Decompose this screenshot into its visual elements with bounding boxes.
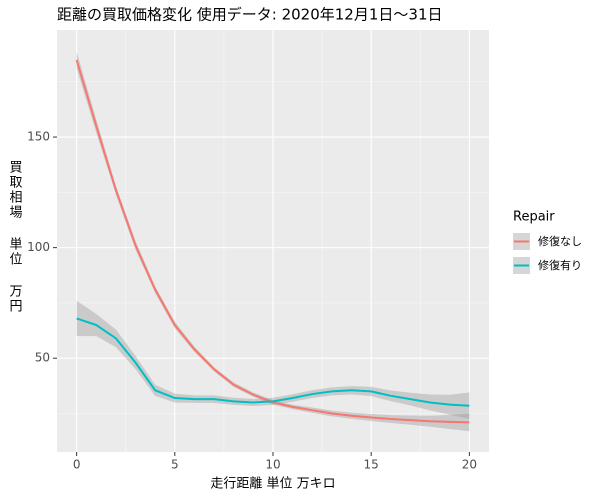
x-tick-label: 0	[73, 458, 81, 472]
smooth-line	[75, 59, 470, 424]
y-axis-label: 買取相場 単位 万円	[7, 160, 23, 314]
x-tick-label: 10	[265, 458, 280, 472]
y-tick-label: 50	[35, 351, 50, 365]
confidence-band	[76, 300, 470, 420]
y-tick-label: 150	[27, 130, 50, 144]
legend-title: Repair	[513, 210, 555, 225]
x-tick-label: 5	[171, 458, 179, 472]
legend-label: 修復なし	[538, 234, 582, 248]
x-tick-label: 20	[462, 458, 477, 472]
x-tick-label: 15	[364, 458, 379, 472]
x-axis-label: 走行距離 単位 万キロ	[210, 476, 335, 492]
legend-label: 修復有り	[538, 258, 582, 272]
smooth-line	[76, 317, 470, 407]
y-tick-label: 100	[27, 240, 50, 254]
chart-title: 距離の買取価格変化 使用データ: 2020年12月1日～31日	[57, 6, 442, 24]
